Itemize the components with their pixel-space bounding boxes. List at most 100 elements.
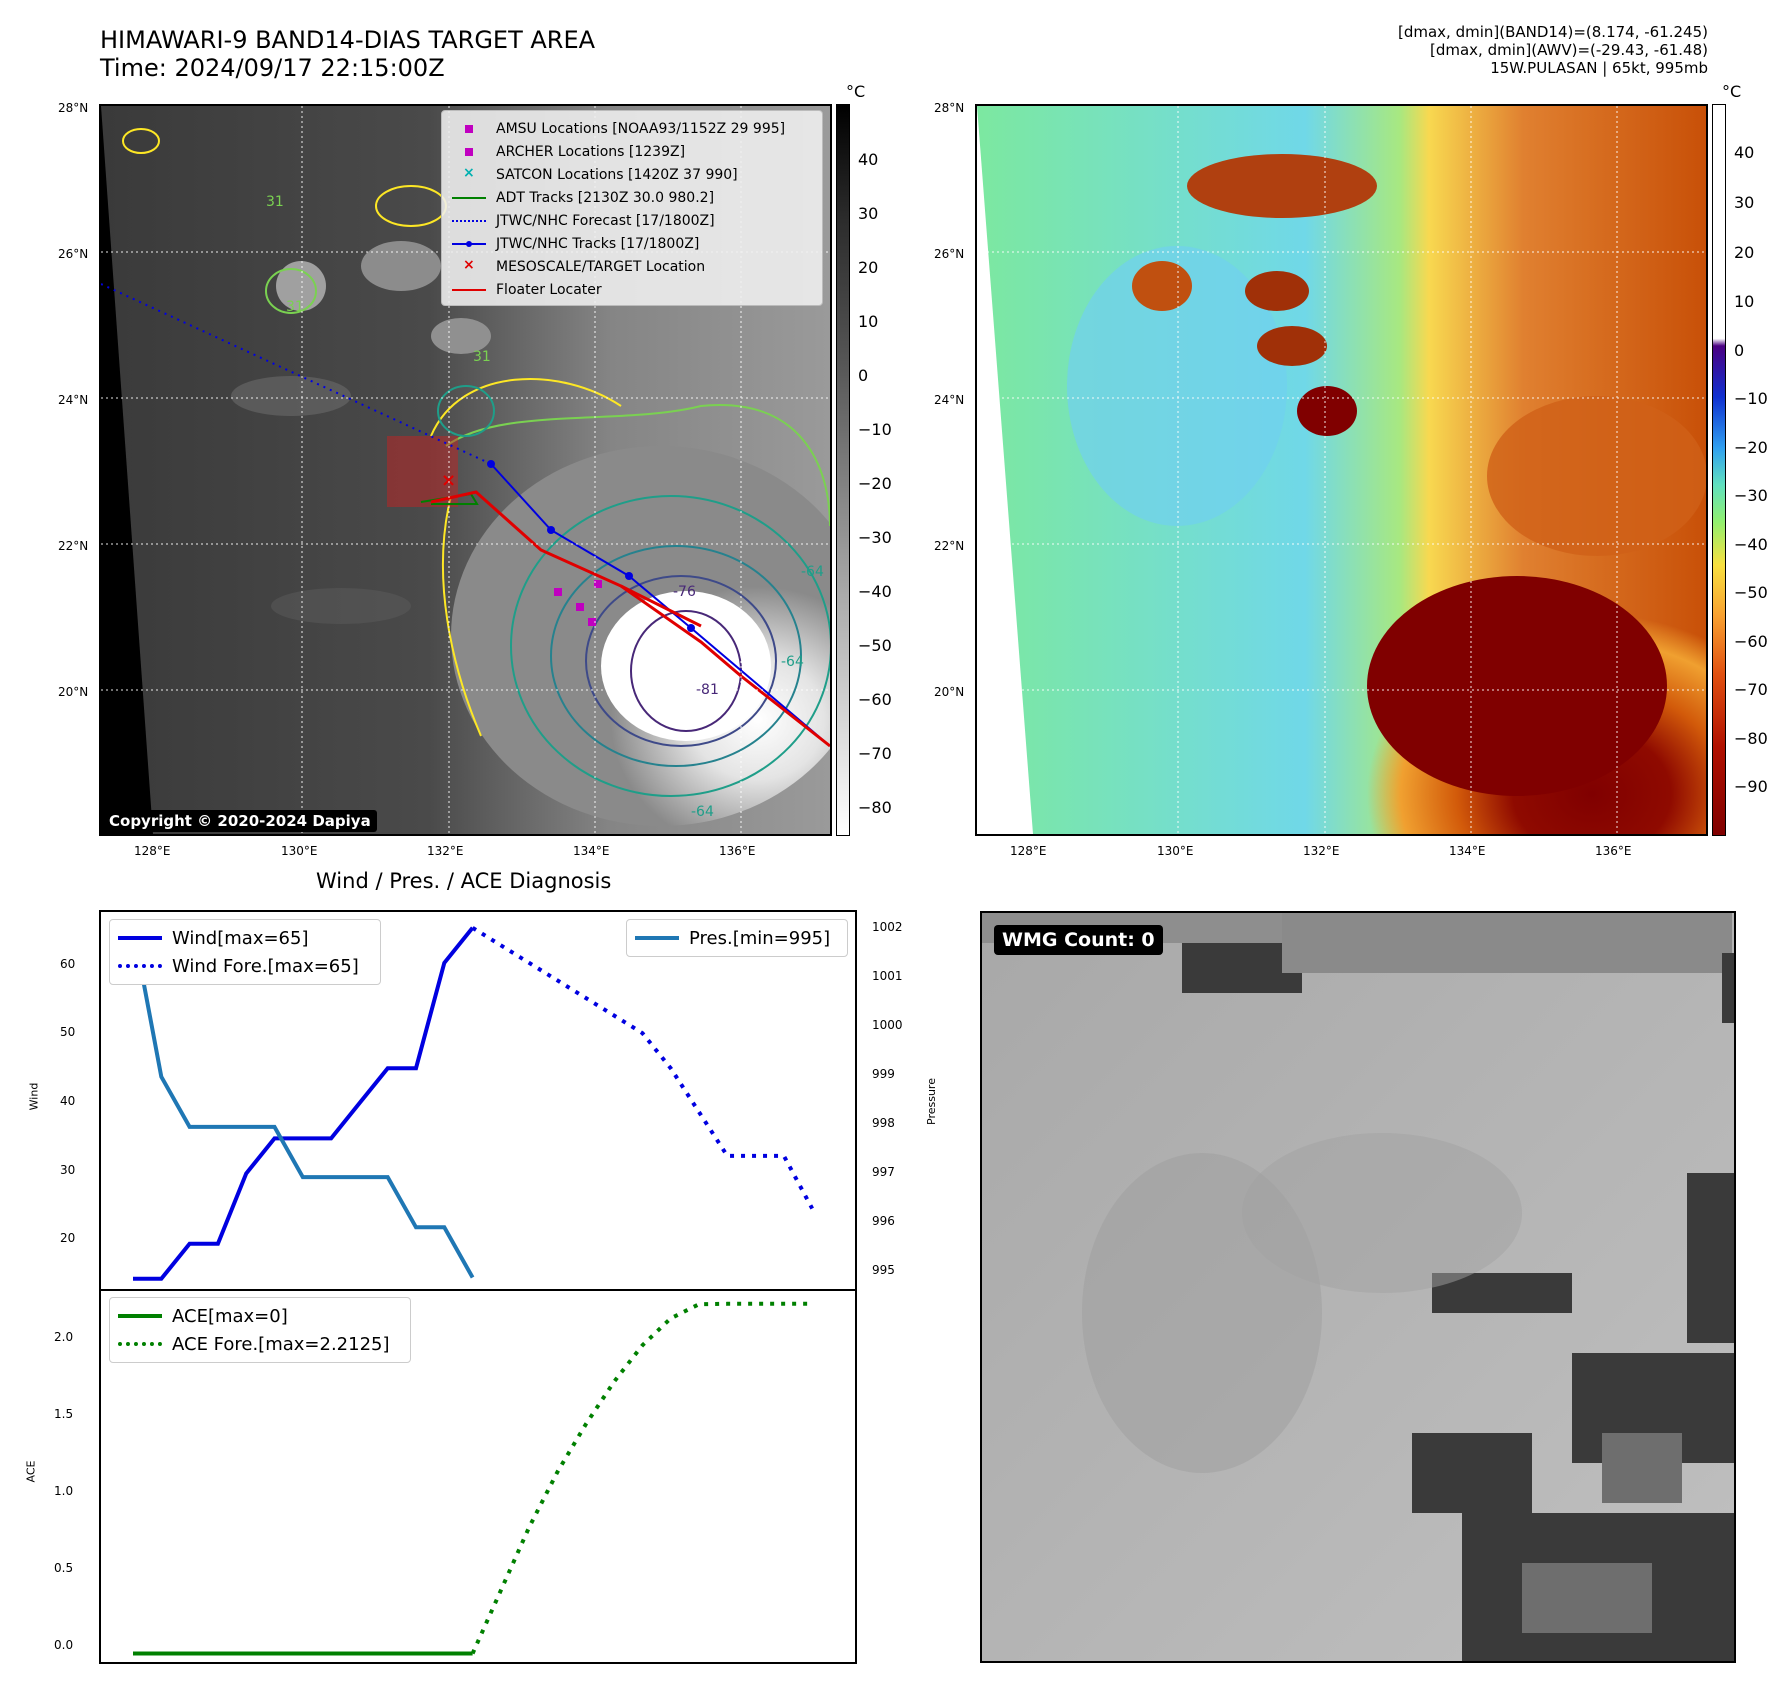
colorbar-tick: 30 xyxy=(1734,193,1755,212)
lat-label: 20°N xyxy=(934,685,965,699)
lon-label: 136°E xyxy=(1595,844,1632,858)
lat-label: 26°N xyxy=(58,247,89,261)
lat-label: 24°N xyxy=(58,393,89,407)
stats-storm: 15W.PULASAN | 65kt, 995mb xyxy=(1490,59,1708,77)
lon-label: 130°E xyxy=(281,844,318,858)
colorbar-tick: −20 xyxy=(858,474,892,493)
solid-line-icon xyxy=(118,1314,162,1318)
ace-tick: 2.0 xyxy=(54,1330,73,1344)
colorbar-tick: −70 xyxy=(858,744,892,763)
lat-label: 20°N xyxy=(58,685,89,699)
lat-label: 22°N xyxy=(58,539,89,553)
contour-label: 31 xyxy=(266,194,284,210)
wind-legend: Wind[max=65] Wind Fore.[max=65] xyxy=(109,919,381,985)
colorbar-tick: 10 xyxy=(858,312,879,331)
legend-item-ace: ACE[max=0] xyxy=(118,1302,402,1330)
lon-label: 128°E xyxy=(1010,844,1047,858)
pressure-tick: 1001 xyxy=(872,969,903,983)
legend-item-tracks: JTWC/NHC Tracks [17/1800Z] xyxy=(450,232,814,255)
pressure-tick: 997 xyxy=(872,1165,895,1179)
dotted-line-icon xyxy=(118,964,162,968)
map1-colorbar xyxy=(836,104,850,836)
lat-label: 22°N xyxy=(934,539,965,553)
wmg-image xyxy=(982,913,1734,1661)
contour-label: 31 xyxy=(473,349,491,365)
legend-item-forecast: JTWC/NHC Forecast [17/1800Z] xyxy=(450,209,814,232)
wmg-panel[interactable]: WMG Count: 0 xyxy=(980,911,1736,1663)
lat-label: 28°N xyxy=(58,101,89,115)
lon-label: 134°E xyxy=(573,844,610,858)
pressure-tick: 999 xyxy=(872,1067,895,1081)
wind-tick: 60 xyxy=(60,957,75,971)
colorbar-tick: −10 xyxy=(858,420,892,439)
colorbar-tick: −20 xyxy=(1734,438,1768,457)
pressure-tick: 1000 xyxy=(872,1018,903,1032)
wind-tick: 20 xyxy=(60,1231,75,1245)
colorbar-unit: °C xyxy=(1722,82,1742,101)
ace-tick: 1.0 xyxy=(54,1484,73,1498)
colorbar-tick: 20 xyxy=(858,258,879,277)
colorbar-tick: −30 xyxy=(1734,486,1768,505)
colorbar-unit: °C xyxy=(846,82,866,101)
colorbar-tick: −60 xyxy=(858,690,892,709)
colorbar-tick: −40 xyxy=(1734,535,1768,554)
colorbar-tick: −80 xyxy=(1734,729,1768,748)
legend-item-target: × MESOSCALE/TARGET Location xyxy=(450,255,814,278)
legend-item-wind-forecast: Wind Fore.[max=65] xyxy=(118,952,372,980)
lon-label: 136°E xyxy=(719,844,756,858)
ace-legend: ACE[max=0] ACE Fore.[max=2.2125] xyxy=(109,1297,411,1363)
colorbar-tick: 20 xyxy=(1734,243,1755,262)
line-icon xyxy=(450,283,488,297)
ace-tick: 0.5 xyxy=(54,1561,73,1575)
dotted-line-icon xyxy=(450,214,488,228)
stats-awv: [dmax, dmin](AWV)=(-29.43, -61.48) xyxy=(1429,41,1708,59)
dotted-line-icon xyxy=(118,1342,162,1346)
stats-band14: [dmax, dmin](BAND14)=(8.174, -61.245) xyxy=(1397,23,1708,41)
contour-label: -64 xyxy=(801,564,824,580)
pressure-tick: 995 xyxy=(872,1263,895,1277)
map-legend: AMSU Locations [NOAA93/1152Z 29 995] ARC… xyxy=(441,110,823,306)
legend-item-adt: ADT Tracks [2130Z 30.0 980.2] xyxy=(450,186,814,209)
title-line-1: HIMAWARI-9 BAND14-DIAS TARGET AREA xyxy=(100,26,596,54)
wind-series-line-1 xyxy=(471,926,814,1210)
x-marker-icon: × xyxy=(463,164,475,181)
legend-item-wind: Wind[max=65] xyxy=(118,924,372,952)
colorbar-tick: −40 xyxy=(858,582,892,601)
contour-label: -81 xyxy=(696,682,719,698)
map2-colorbar xyxy=(1712,104,1726,836)
line-icon xyxy=(450,191,488,205)
map-band14-panel[interactable]: × 31 31 31 -64 -76 -81 -64 -64 AMSU Loca… xyxy=(99,104,832,836)
x-marker-icon: × xyxy=(463,256,475,273)
colorbar-tick: −50 xyxy=(858,636,892,655)
legend-item-pressure: Pres.[min=995] xyxy=(635,924,839,952)
contour-label: -76 xyxy=(673,584,696,600)
contour-label: 31 xyxy=(286,299,304,315)
svg-text:×: × xyxy=(441,470,456,491)
colorbar-tick: 0 xyxy=(858,366,869,385)
lat-label: 28°N xyxy=(934,101,965,115)
contour-label: -64 xyxy=(691,804,714,820)
wind-series-line-0 xyxy=(133,926,475,1281)
lon-label: 132°E xyxy=(1303,844,1340,858)
legend-item-archer: ARCHER Locations [1239Z] xyxy=(450,140,814,163)
map-awv-panel[interactable] xyxy=(975,104,1708,836)
map-awv-image xyxy=(977,106,1706,834)
legend-item-floater: Floater Locater xyxy=(450,278,814,301)
lon-label: 128°E xyxy=(134,844,171,858)
colorbar-tick: −30 xyxy=(858,528,892,547)
pressure-tick: 1002 xyxy=(872,920,903,934)
pressure-series-line-0 xyxy=(131,925,475,1279)
copyright-badge: Copyright © 2020-2024 Dapiya xyxy=(103,810,377,832)
pressure-legend: Pres.[min=995] xyxy=(626,919,848,957)
lon-label: 132°E xyxy=(427,844,464,858)
lon-label: 130°E xyxy=(1157,844,1194,858)
lat-label: 24°N xyxy=(934,393,965,407)
legend-item-ace-forecast: ACE Fore.[max=2.2125] xyxy=(118,1330,402,1358)
colorbar-tick: 40 xyxy=(858,150,879,169)
colorbar-tick: 30 xyxy=(858,204,879,223)
colorbar-tick: −90 xyxy=(1734,777,1768,796)
diagnosis-title: Wind / Pres. / ACE Diagnosis xyxy=(316,869,612,893)
ace-series-line-1 xyxy=(470,1301,813,1655)
legend-item-satcon: × SATCON Locations [1420Z 37 990] xyxy=(450,163,814,186)
wind-tick: 40 xyxy=(60,1094,75,1108)
